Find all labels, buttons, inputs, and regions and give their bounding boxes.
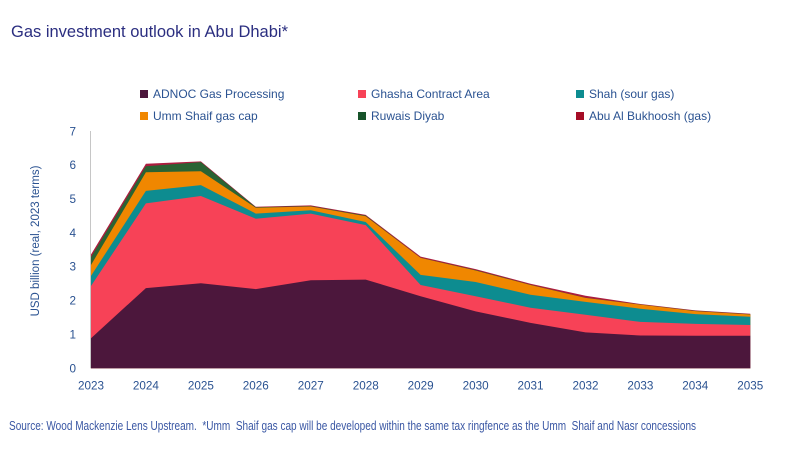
svg-text:2031: 2031 — [517, 380, 543, 393]
svg-text:2029: 2029 — [408, 380, 434, 393]
svg-text:USD billion (real, 2023 terms): USD billion (real, 2023 terms) — [30, 165, 42, 316]
svg-text:0: 0 — [69, 362, 76, 375]
svg-text:2035: 2035 — [737, 380, 764, 393]
svg-text:2027: 2027 — [298, 380, 324, 393]
svg-text:6: 6 — [69, 159, 76, 172]
svg-text:4: 4 — [69, 227, 76, 240]
svg-text:2023: 2023 — [78, 380, 104, 393]
svg-text:7: 7 — [69, 125, 76, 138]
svg-text:5: 5 — [69, 193, 76, 206]
svg-text:2026: 2026 — [243, 380, 269, 393]
svg-text:2033: 2033 — [627, 380, 653, 393]
svg-text:2028: 2028 — [353, 380, 379, 393]
svg-text:2032: 2032 — [572, 380, 598, 393]
svg-text:1: 1 — [69, 328, 76, 341]
svg-text:2024: 2024 — [133, 380, 160, 393]
svg-text:3: 3 — [69, 261, 76, 274]
svg-text:2: 2 — [69, 295, 76, 308]
svg-text:2034: 2034 — [682, 380, 709, 393]
svg-text:2030: 2030 — [463, 380, 490, 393]
svg-text:2025: 2025 — [188, 380, 215, 393]
